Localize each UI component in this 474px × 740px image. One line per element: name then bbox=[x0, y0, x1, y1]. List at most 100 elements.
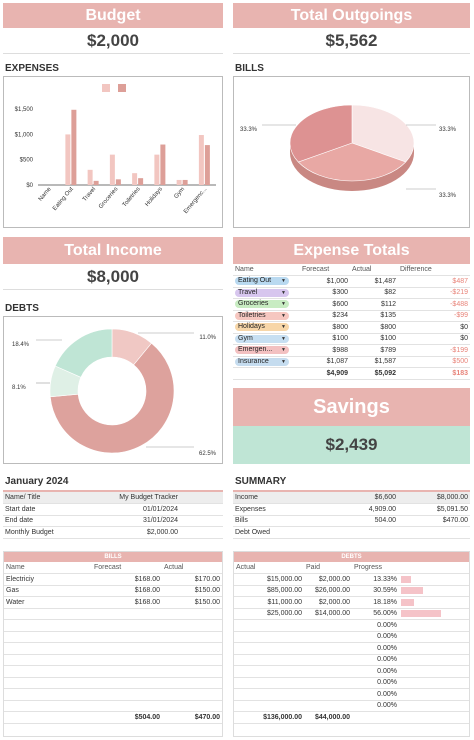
debt-actual[interactable]: $25,000.00 bbox=[234, 608, 304, 620]
january-value[interactable]: My Budget Tracker bbox=[93, 492, 223, 504]
bill-empty-cell[interactable] bbox=[4, 608, 92, 620]
debt-actual[interactable]: $15,000.00 bbox=[234, 573, 304, 586]
bill-empty-cell[interactable] bbox=[92, 665, 162, 678]
bill-empty-cell[interactable] bbox=[92, 700, 162, 712]
debt-paid[interactable] bbox=[304, 619, 352, 632]
bill-empty-cell[interactable] bbox=[162, 665, 222, 678]
category-dropdown[interactable]: Travel ▼ bbox=[235, 288, 289, 297]
debt-paid[interactable] bbox=[304, 700, 352, 712]
bill-empty-cell[interactable] bbox=[4, 619, 92, 632]
bill-row bbox=[4, 654, 222, 666]
debt-actual[interactable]: $11,000.00 bbox=[234, 596, 304, 609]
bill-empty-cell[interactable] bbox=[4, 700, 92, 712]
bill-forecast[interactable]: $168.00 bbox=[92, 573, 162, 586]
debt-row: $85,000.00 $26,000.00 30.59% bbox=[234, 585, 469, 597]
bill-actual[interactable]: $170.00 bbox=[162, 573, 222, 586]
difference-cell: $0 bbox=[398, 321, 470, 334]
difference-cell: -$488 bbox=[398, 298, 470, 311]
debt-actual[interactable] bbox=[234, 642, 304, 655]
debt-paid[interactable]: $14,000.00 bbox=[304, 608, 352, 620]
debt-actual[interactable] bbox=[234, 631, 304, 643]
difference-cell: -$199 bbox=[398, 344, 470, 357]
debt-actual[interactable] bbox=[234, 619, 304, 632]
debt-paid[interactable]: $2,000.00 bbox=[304, 596, 352, 609]
bar bbox=[87, 169, 93, 185]
bill-row: Gas $168.00 $150.00 bbox=[4, 585, 222, 597]
debt-progress-cell bbox=[399, 677, 469, 689]
bill-empty-cell[interactable] bbox=[162, 642, 222, 655]
category-dropdown[interactable]: Gym ▼ bbox=[235, 334, 289, 343]
bill-actual[interactable]: $150.00 bbox=[162, 585, 222, 597]
bill-empty-cell[interactable] bbox=[4, 688, 92, 701]
summary-forecast bbox=[333, 526, 398, 539]
debt-paid[interactable] bbox=[304, 631, 352, 643]
bill-empty-cell[interactable] bbox=[162, 700, 222, 712]
bill-empty-cell[interactable] bbox=[4, 631, 92, 643]
bill-actual[interactable]: $150.00 bbox=[162, 596, 222, 609]
category-dropdown[interactable]: Groceries ▼ bbox=[235, 300, 289, 309]
pie-slice bbox=[351, 104, 415, 163]
category-dropdown[interactable]: Insurance ▼ bbox=[235, 357, 289, 366]
debt-actual[interactable]: $85,000.00 bbox=[234, 585, 304, 597]
category-dropdown[interactable]: Eating Out ▼ bbox=[235, 277, 289, 286]
forecast-cell: $800 bbox=[300, 321, 350, 334]
bill-empty-cell[interactable] bbox=[92, 677, 162, 689]
bill-empty-cell[interactable] bbox=[92, 619, 162, 632]
bill-empty-cell[interactable] bbox=[4, 665, 92, 678]
january-value[interactable]: $2,000.00 bbox=[93, 526, 223, 539]
forecast-cell: $1,000 bbox=[300, 275, 350, 288]
debt-paid[interactable] bbox=[304, 677, 352, 689]
bill-empty-cell[interactable] bbox=[92, 654, 162, 666]
debt-paid[interactable]: $26,000.00 bbox=[304, 585, 352, 597]
bar bbox=[154, 154, 160, 185]
debt-row: 0.00% bbox=[234, 700, 469, 712]
debt-actual[interactable] bbox=[234, 677, 304, 689]
january-value[interactable]: 31/01/2024 bbox=[93, 515, 223, 527]
debt-paid[interactable] bbox=[304, 688, 352, 701]
debts-total-actual: $136,000.00 bbox=[234, 711, 304, 724]
forecast-cell: $1,087 bbox=[300, 356, 350, 368]
y-tick-label: $0 bbox=[26, 183, 33, 189]
bill-forecast[interactable]: $168.00 bbox=[92, 585, 162, 597]
debt-actual[interactable] bbox=[234, 665, 304, 678]
debt-actual[interactable] bbox=[234, 688, 304, 701]
bill-forecast[interactable]: $168.00 bbox=[92, 596, 162, 609]
bill-empty-cell[interactable] bbox=[162, 654, 222, 666]
caret-down-icon: ▼ bbox=[281, 324, 286, 331]
difference-cell: $500 bbox=[398, 356, 470, 368]
debt-actual[interactable] bbox=[234, 700, 304, 712]
category-dropdown[interactable]: Emergen... ▼ bbox=[235, 346, 289, 355]
debt-progress-cell bbox=[399, 688, 469, 701]
debt-actual[interactable] bbox=[234, 654, 304, 666]
bill-empty-cell[interactable] bbox=[162, 677, 222, 689]
bill-empty-cell[interactable] bbox=[162, 688, 222, 701]
bill-name[interactable]: Electriciy bbox=[4, 573, 92, 586]
category-label: Insurance bbox=[238, 357, 269, 365]
bill-row bbox=[4, 631, 222, 643]
debt-paid[interactable]: $2,000.00 bbox=[304, 573, 352, 586]
debt-progress-cell bbox=[399, 654, 469, 666]
bill-name[interactable]: Water bbox=[4, 596, 92, 609]
debt-paid[interactable] bbox=[304, 642, 352, 655]
bill-empty-cell[interactable] bbox=[92, 631, 162, 643]
bills-total-forecast: $504.00 bbox=[92, 711, 162, 724]
summary-actual bbox=[398, 526, 470, 539]
forecast-cell: $988 bbox=[300, 344, 350, 357]
bill-name[interactable]: Gas bbox=[4, 585, 92, 597]
category-dropdown[interactable]: Holidays ▼ bbox=[235, 323, 289, 332]
debt-paid[interactable] bbox=[304, 665, 352, 678]
january-value[interactable]: 01/01/2024 bbox=[93, 503, 223, 516]
bill-empty-cell[interactable] bbox=[162, 608, 222, 620]
debt-paid[interactable] bbox=[304, 654, 352, 666]
bill-empty-cell[interactable] bbox=[92, 642, 162, 655]
bar bbox=[65, 134, 71, 185]
bill-empty-cell[interactable] bbox=[4, 642, 92, 655]
expense-category-cell: Emergen... ▼ bbox=[233, 344, 300, 357]
bill-empty-cell[interactable] bbox=[92, 608, 162, 620]
category-dropdown[interactable]: Toiletries ▼ bbox=[235, 311, 289, 320]
bill-empty-cell[interactable] bbox=[92, 688, 162, 701]
bill-empty-cell[interactable] bbox=[4, 677, 92, 689]
bill-empty-cell[interactable] bbox=[162, 619, 222, 632]
bill-empty-cell[interactable] bbox=[4, 654, 92, 666]
bill-empty-cell[interactable] bbox=[162, 631, 222, 643]
